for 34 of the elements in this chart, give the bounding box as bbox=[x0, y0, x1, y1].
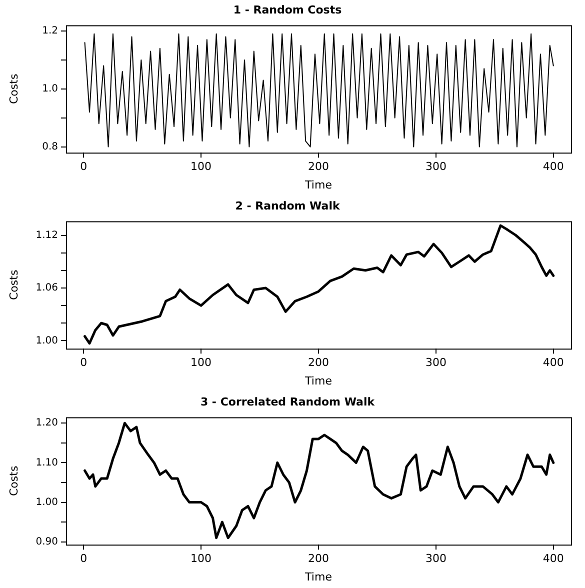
chart-title: 2 - Random Walk bbox=[235, 199, 340, 212]
y-tick-label: 1.2 bbox=[42, 26, 58, 37]
x-tick-label: 0 bbox=[80, 356, 88, 370]
x-axis-title: Time bbox=[304, 374, 332, 388]
x-tick-label: 400 bbox=[542, 356, 564, 370]
y-tick-label: 1.12 bbox=[36, 230, 58, 241]
y-tick-label: 1.06 bbox=[36, 282, 58, 294]
x-tick-label: 300 bbox=[425, 552, 446, 566]
y-tick-label: 1.00 bbox=[36, 335, 58, 346]
x-tick-label: 300 bbox=[425, 160, 446, 174]
y-tick-label: 1.00 bbox=[36, 496, 58, 508]
y-axis-title: Costs bbox=[7, 74, 20, 104]
y-axis-title: Costs bbox=[7, 270, 20, 300]
x-axis-title: Time bbox=[304, 570, 332, 584]
x-tick-label: 100 bbox=[190, 552, 212, 566]
x-tick-label: 400 bbox=[542, 552, 564, 566]
y-tick-label: 1.20 bbox=[36, 418, 58, 429]
x-tick-label: 200 bbox=[308, 552, 329, 566]
x-tick-label: 200 bbox=[308, 160, 329, 174]
x-tick-label: 0 bbox=[80, 552, 88, 566]
x-tick-label: 100 bbox=[190, 160, 212, 174]
y-axis-title: Costs bbox=[7, 466, 20, 496]
x-axis-title: Time bbox=[304, 178, 332, 192]
y-tick-label: 1.10 bbox=[36, 457, 58, 468]
x-tick-label: 0 bbox=[80, 160, 88, 174]
x-tick-label: 300 bbox=[425, 356, 446, 370]
x-tick-label: 100 bbox=[190, 356, 212, 370]
y-tick-label: 0.8 bbox=[42, 141, 58, 152]
chart-title: 1 - Random Costs bbox=[233, 3, 342, 16]
y-tick-label: 0.90 bbox=[36, 536, 58, 548]
x-tick-label: 200 bbox=[308, 356, 329, 370]
chart-title: 3 - Correlated Random Walk bbox=[200, 395, 376, 408]
x-tick-label: 400 bbox=[542, 160, 564, 174]
y-tick-label: 1.0 bbox=[42, 83, 58, 94]
